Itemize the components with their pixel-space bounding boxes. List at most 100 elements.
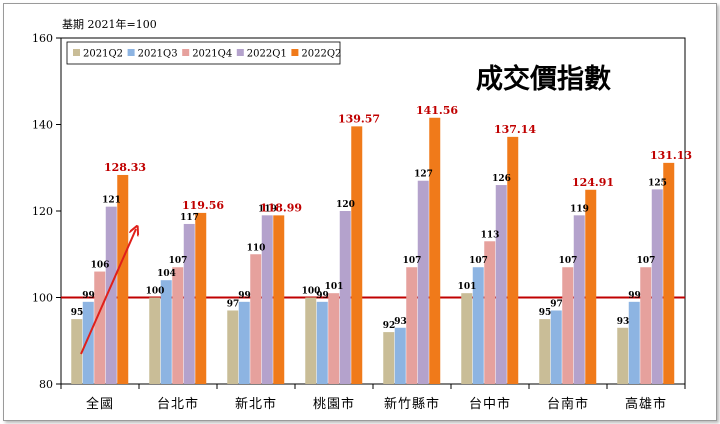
legend-entry: 2022Q1 <box>247 49 287 60</box>
legend-swatch <box>73 49 80 56</box>
bar <box>339 211 351 384</box>
legend-swatch <box>236 49 244 56</box>
bar <box>562 267 574 384</box>
bar <box>417 180 429 384</box>
bar <box>651 189 663 384</box>
data-label: 125 <box>648 178 667 188</box>
data-label: 119.56 <box>182 199 224 212</box>
data-label: 139.57 <box>338 112 380 125</box>
bar <box>71 319 83 384</box>
data-label: 99 <box>628 291 641 301</box>
category-label: 台北市 <box>157 396 199 412</box>
bar-chart: 基期 2021年=100 成交價指數 80 100 120 140 160 全國 台北市 新北… <box>32 17 692 412</box>
category-label: 桃園市 <box>313 396 355 412</box>
bar <box>328 293 340 384</box>
data-label: 117 <box>180 213 199 223</box>
legend-entry: 2021Q2 <box>83 49 123 60</box>
bar <box>160 280 172 384</box>
data-label: 137.14 <box>494 123 536 136</box>
legend-swatch <box>127 49 135 56</box>
bar <box>183 223 195 384</box>
legend-entry: 2021Q4 <box>192 49 232 60</box>
trend-arrow-line <box>80 229 136 355</box>
bar <box>394 327 406 384</box>
y-tick-label: 120 <box>32 205 53 218</box>
bar <box>82 301 94 384</box>
bar <box>484 241 496 384</box>
legend-swatch <box>182 49 190 56</box>
data-label: 141.56 <box>416 104 458 117</box>
data-label: 99 <box>238 291 251 301</box>
bar <box>105 206 117 384</box>
bar <box>273 215 285 384</box>
bar <box>172 267 184 384</box>
bar <box>472 267 484 384</box>
bar <box>495 185 507 384</box>
bar <box>406 267 418 384</box>
bar <box>351 126 363 385</box>
y-tick-label: 80 <box>39 378 53 391</box>
bars-layer <box>71 117 675 385</box>
data-label: 121 <box>102 196 121 206</box>
y-tick-label: 160 <box>32 32 53 45</box>
category-label: 高雄市 <box>625 396 667 412</box>
data-label: 100 <box>302 287 321 297</box>
data-label: 107 <box>403 256 422 266</box>
category-label: 全國 <box>86 396 114 412</box>
bar <box>539 319 551 384</box>
category-label: 新北市 <box>235 396 277 412</box>
category-label: 台中市 <box>469 396 511 412</box>
legend-swatch <box>291 49 299 56</box>
bar <box>261 215 273 384</box>
data-label: 95 <box>539 308 552 318</box>
bar <box>573 215 585 384</box>
bar <box>617 327 629 384</box>
bar <box>250 254 262 384</box>
category-label: 新竹縣市 <box>384 396 440 412</box>
data-label: 131.13 <box>650 149 692 162</box>
data-label: 124.91 <box>572 176 614 189</box>
data-label: 101 <box>325 282 344 292</box>
data-label: 126 <box>492 174 511 184</box>
bar <box>429 117 441 385</box>
y-tick-label: 100 <box>32 292 53 305</box>
data-label: 99 <box>82 291 95 301</box>
bar <box>149 297 161 384</box>
chart-title: 成交價指數 <box>476 63 611 95</box>
data-label: 95 <box>71 308 84 318</box>
data-label: 99 <box>316 291 329 301</box>
data-label: 113 <box>481 230 500 240</box>
bar <box>117 174 129 384</box>
bar <box>663 162 675 384</box>
data-label: 93 <box>394 317 407 327</box>
bar <box>94 271 106 384</box>
bar <box>640 267 652 384</box>
bar <box>383 332 395 384</box>
data-label: 119 <box>258 204 277 214</box>
data-label: 118.99 <box>260 201 302 214</box>
chart-frame: 基期 2021年=100 成交價指數 80 100 120 140 160 全國 台北市 新北… <box>3 3 717 421</box>
bar <box>316 301 328 384</box>
data-label: 128.33 <box>104 161 146 174</box>
data-label: 93 <box>617 317 630 327</box>
legend-box <box>66 41 341 65</box>
bar <box>461 293 473 384</box>
data-label: 120 <box>336 200 355 210</box>
category-label: 台南市 <box>547 396 589 412</box>
bar <box>227 310 239 384</box>
bar <box>585 189 597 384</box>
data-label: 110 <box>247 243 266 253</box>
data-label: 104 <box>157 269 176 279</box>
legend-entry: 2022Q2 <box>301 49 341 60</box>
bar <box>238 301 250 384</box>
data-label: 97 <box>227 299 240 309</box>
data-label: 127 <box>414 170 433 180</box>
base-period-note: 基期 2021年=100 <box>62 17 157 31</box>
y-tick-label: 140 <box>32 119 53 132</box>
trend-arrow <box>80 229 136 355</box>
data-label: 101 <box>458 282 477 292</box>
bar <box>507 136 519 384</box>
data-label: 107 <box>469 256 488 266</box>
bar <box>305 297 317 384</box>
